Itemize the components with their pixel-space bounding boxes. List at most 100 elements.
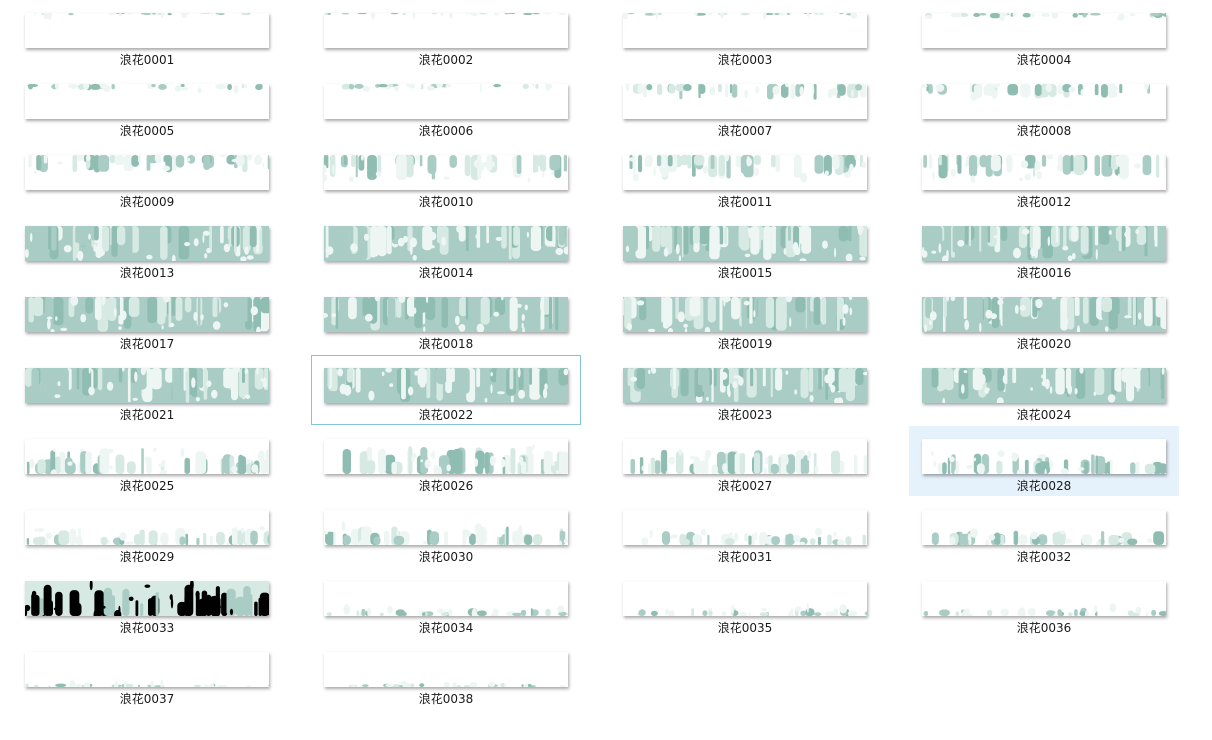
file-item[interactable]: 浪花0029	[12, 497, 282, 567]
image-thumbnail	[922, 368, 1166, 403]
image-thumbnail	[623, 297, 867, 332]
file-item[interactable]: 浪花0020	[909, 284, 1179, 354]
file-item[interactable]: 浪花0008	[909, 71, 1179, 141]
file-name-label: 浪花0028	[1016, 479, 1072, 493]
file-name-label: 浪花0008	[1016, 124, 1072, 138]
file-item[interactable]: 浪花0017	[12, 284, 282, 354]
file-item[interactable]: 浪花0012	[909, 142, 1179, 212]
file-name-label: 浪花0019	[717, 337, 773, 351]
image-thumbnail	[25, 581, 269, 616]
image-thumbnail	[623, 13, 867, 48]
image-thumbnail	[623, 226, 867, 261]
file-item[interactable]: 浪花0007	[610, 71, 880, 141]
image-thumbnail	[324, 13, 568, 48]
file-name-label: 浪花0025	[119, 479, 175, 493]
file-name-label: 浪花0020	[1016, 337, 1072, 351]
file-item[interactable]: 浪花0009	[12, 142, 282, 212]
file-item[interactable]: 浪花0027	[610, 426, 880, 496]
file-name-label: 浪花0007	[717, 124, 773, 138]
file-item[interactable]: 浪花0005	[12, 71, 282, 141]
file-item[interactable]: 浪花0035	[610, 568, 880, 638]
file-item[interactable]: 浪花0031	[610, 497, 880, 567]
image-thumbnail	[324, 155, 568, 190]
file-name-label: 浪花0022	[418, 408, 474, 422]
file-item[interactable]: 浪花0015	[610, 213, 880, 283]
image-thumbnail	[324, 84, 568, 119]
file-name-label: 浪花0031	[717, 550, 773, 564]
file-item[interactable]: 浪花0001	[12, 0, 282, 70]
image-thumbnail	[25, 155, 269, 190]
file-item[interactable]: 浪花0006	[311, 71, 581, 141]
image-thumbnail	[623, 155, 867, 190]
image-thumbnail	[623, 510, 867, 545]
file-item[interactable]: 浪花0030	[311, 497, 581, 567]
file-item[interactable]: 浪花0033	[12, 568, 282, 638]
file-name-label: 浪花0023	[717, 408, 773, 422]
file-name-label: 浪花0002	[418, 53, 474, 67]
file-name-label: 浪花0037	[119, 692, 175, 706]
file-item[interactable]: 浪花0034	[311, 568, 581, 638]
file-item[interactable]: 浪花0010	[311, 142, 581, 212]
image-thumbnail	[922, 155, 1166, 190]
image-thumbnail	[324, 368, 568, 403]
file-item[interactable]: 浪花0013	[12, 213, 282, 283]
file-item[interactable]: 浪花0022	[311, 355, 581, 425]
image-thumbnail	[623, 439, 867, 474]
image-thumbnail	[922, 84, 1166, 119]
image-thumbnail	[25, 297, 269, 332]
file-name-label: 浪花0030	[418, 550, 474, 564]
image-thumbnail	[922, 297, 1166, 332]
image-thumbnail	[25, 439, 269, 474]
file-item[interactable]: 浪花0018	[311, 284, 581, 354]
file-item[interactable]: 浪花0024	[909, 355, 1179, 425]
file-item[interactable]: 浪花0003	[610, 0, 880, 70]
file-item[interactable]: 浪花0037	[12, 639, 282, 709]
file-item[interactable]: 浪花0004	[909, 0, 1179, 70]
image-thumbnail	[25, 652, 269, 687]
image-thumbnail	[25, 368, 269, 403]
file-item[interactable]: 浪花0025	[12, 426, 282, 496]
file-name-label: 浪花0015	[717, 266, 773, 280]
file-name-label: 浪花0009	[119, 195, 175, 209]
file-item[interactable]: 浪花0023	[610, 355, 880, 425]
file-name-label: 浪花0014	[418, 266, 474, 280]
file-name-label: 浪花0001	[119, 53, 175, 67]
file-item[interactable]: 浪花0036	[909, 568, 1179, 638]
file-name-label: 浪花0003	[717, 53, 773, 67]
file-name-label: 浪花0026	[418, 479, 474, 493]
file-item[interactable]: 浪花0019	[610, 284, 880, 354]
file-name-label: 浪花0036	[1016, 621, 1072, 635]
file-item[interactable]: 浪花0021	[12, 355, 282, 425]
image-thumbnail	[922, 13, 1166, 48]
image-thumbnail	[324, 297, 568, 332]
image-thumbnail	[922, 226, 1166, 261]
file-name-label: 浪花0016	[1016, 266, 1072, 280]
file-name-label: 浪花0027	[717, 479, 773, 493]
file-name-label: 浪花0012	[1016, 195, 1072, 209]
image-thumbnail	[623, 368, 867, 403]
image-thumbnail	[324, 652, 568, 687]
image-thumbnail	[324, 510, 568, 545]
file-item[interactable]: 浪花0011	[610, 142, 880, 212]
file-item[interactable]: 浪花0028	[909, 426, 1179, 496]
file-name-label: 浪花0038	[418, 692, 474, 706]
image-thumbnail	[25, 510, 269, 545]
file-item[interactable]: 浪花0014	[311, 213, 581, 283]
file-item[interactable]: 浪花0032	[909, 497, 1179, 567]
image-thumbnail	[922, 581, 1166, 616]
file-item[interactable]: 浪花0002	[311, 0, 581, 70]
image-thumbnail	[324, 439, 568, 474]
file-name-label: 浪花0005	[119, 124, 175, 138]
file-name-label: 浪花0011	[717, 195, 773, 209]
image-thumbnail	[623, 581, 867, 616]
file-grid: 浪花0001 浪花0002 浪花0003 浪花0004 浪花0005 浪花0006 浪花00…	[12, 0, 1202, 740]
image-thumbnail	[25, 13, 269, 48]
file-item[interactable]: 浪花0026	[311, 426, 581, 496]
file-item[interactable]: 浪花0016	[909, 213, 1179, 283]
image-thumbnail	[623, 84, 867, 119]
file-name-label: 浪花0004	[1016, 53, 1072, 67]
file-name-label: 浪花0010	[418, 195, 474, 209]
image-thumbnail	[922, 439, 1166, 474]
file-name-label: 浪花0034	[418, 621, 474, 635]
file-item[interactable]: 浪花0038	[311, 639, 581, 709]
